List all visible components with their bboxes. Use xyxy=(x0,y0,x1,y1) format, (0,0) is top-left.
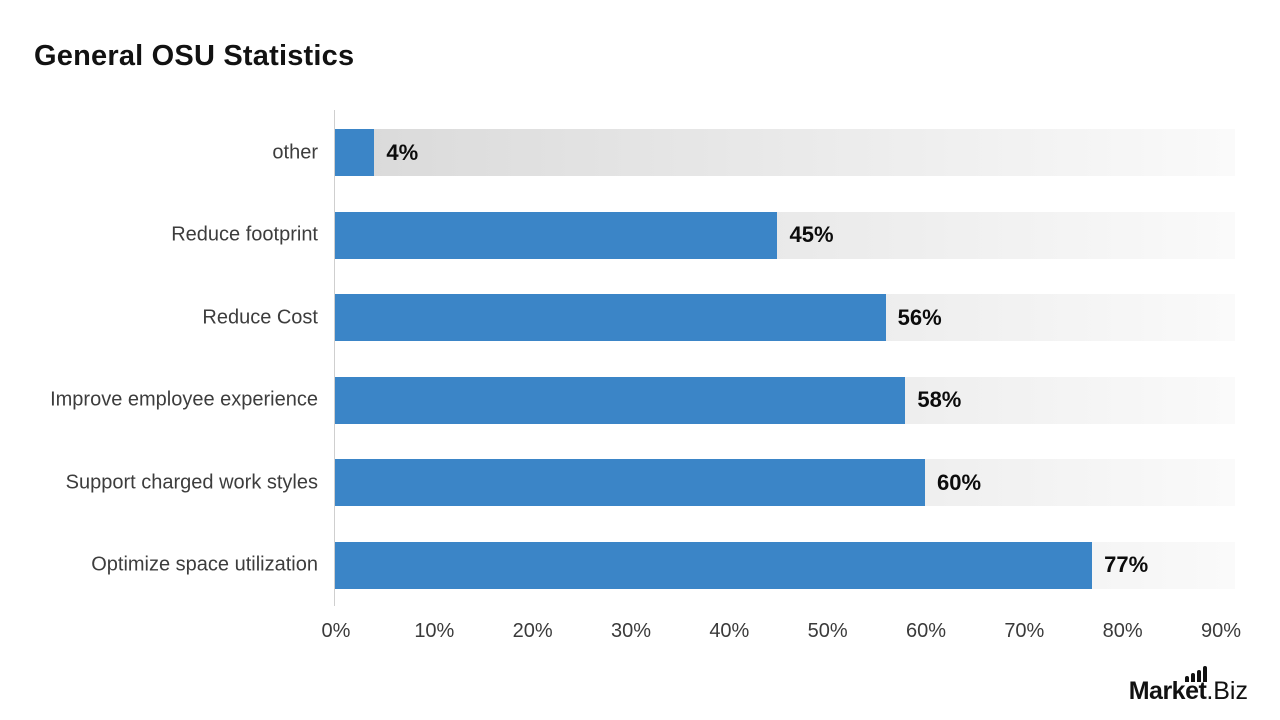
logo-word-biz: .Biz xyxy=(1206,677,1248,705)
value-label: 58% xyxy=(917,387,962,413)
bar xyxy=(335,294,886,342)
bar xyxy=(335,211,778,259)
bar-track xyxy=(335,129,1235,176)
category-label: Reduce footprint xyxy=(171,223,318,246)
x-tick-label: 40% xyxy=(709,620,750,642)
x-tick-label: 0% xyxy=(321,620,351,642)
bar-row: Support charged work styles 60% xyxy=(66,459,1235,507)
x-tick-label: 50% xyxy=(807,620,848,642)
bar-row: Improve employee experience 58% xyxy=(50,376,1235,424)
bar-row: other 4% xyxy=(272,129,1235,176)
logo-word-market: Market xyxy=(1128,677,1207,705)
bar xyxy=(335,376,906,424)
value-label: 4% xyxy=(386,139,419,165)
plot-area: other 4% Reduce footprint 45% Reduce Cos… xyxy=(50,110,1235,606)
bar-rows: other 4% Reduce footprint 45% Reduce Cos… xyxy=(50,110,1235,606)
category-label: other xyxy=(272,141,318,163)
bar-row: Reduce footprint 45% xyxy=(171,211,1235,259)
bar xyxy=(335,459,925,507)
x-tick-label: 70% xyxy=(1004,620,1045,642)
value-label: 77% xyxy=(1104,552,1149,578)
category-label: Improve employee experience xyxy=(50,388,318,411)
marketbiz-logo: Market.Biz xyxy=(1129,666,1248,706)
x-tick-label: 60% xyxy=(905,620,946,642)
bar-chart-icon xyxy=(1184,666,1207,682)
category-label: Reduce Cost xyxy=(202,306,318,329)
x-axis-tick-labels: 0% 10% 20% 30% 40% 50% 60% 70% 80% 90% xyxy=(322,620,1241,646)
value-label: 56% xyxy=(897,304,942,330)
bar xyxy=(335,129,375,176)
category-label: Support charged work styles xyxy=(65,471,318,494)
value-label: 45% xyxy=(789,222,834,248)
x-tick-label: 20% xyxy=(512,620,553,642)
x-tick-label: 90% xyxy=(1200,620,1241,642)
logo-text: Market.Biz xyxy=(1128,666,1248,706)
x-tick-label: 10% xyxy=(414,620,455,642)
bar xyxy=(335,541,1093,589)
bar-row: Optimize space utilization 77% xyxy=(91,541,1235,589)
x-tick-label: 80% xyxy=(1102,620,1143,642)
value-label: 60% xyxy=(936,469,982,495)
bar-row: Reduce Cost 56% xyxy=(202,294,1235,342)
category-label: Optimize space utilization xyxy=(91,553,318,576)
chart-title: General OSU Statistics xyxy=(34,40,355,72)
x-tick-label: 30% xyxy=(610,620,651,642)
